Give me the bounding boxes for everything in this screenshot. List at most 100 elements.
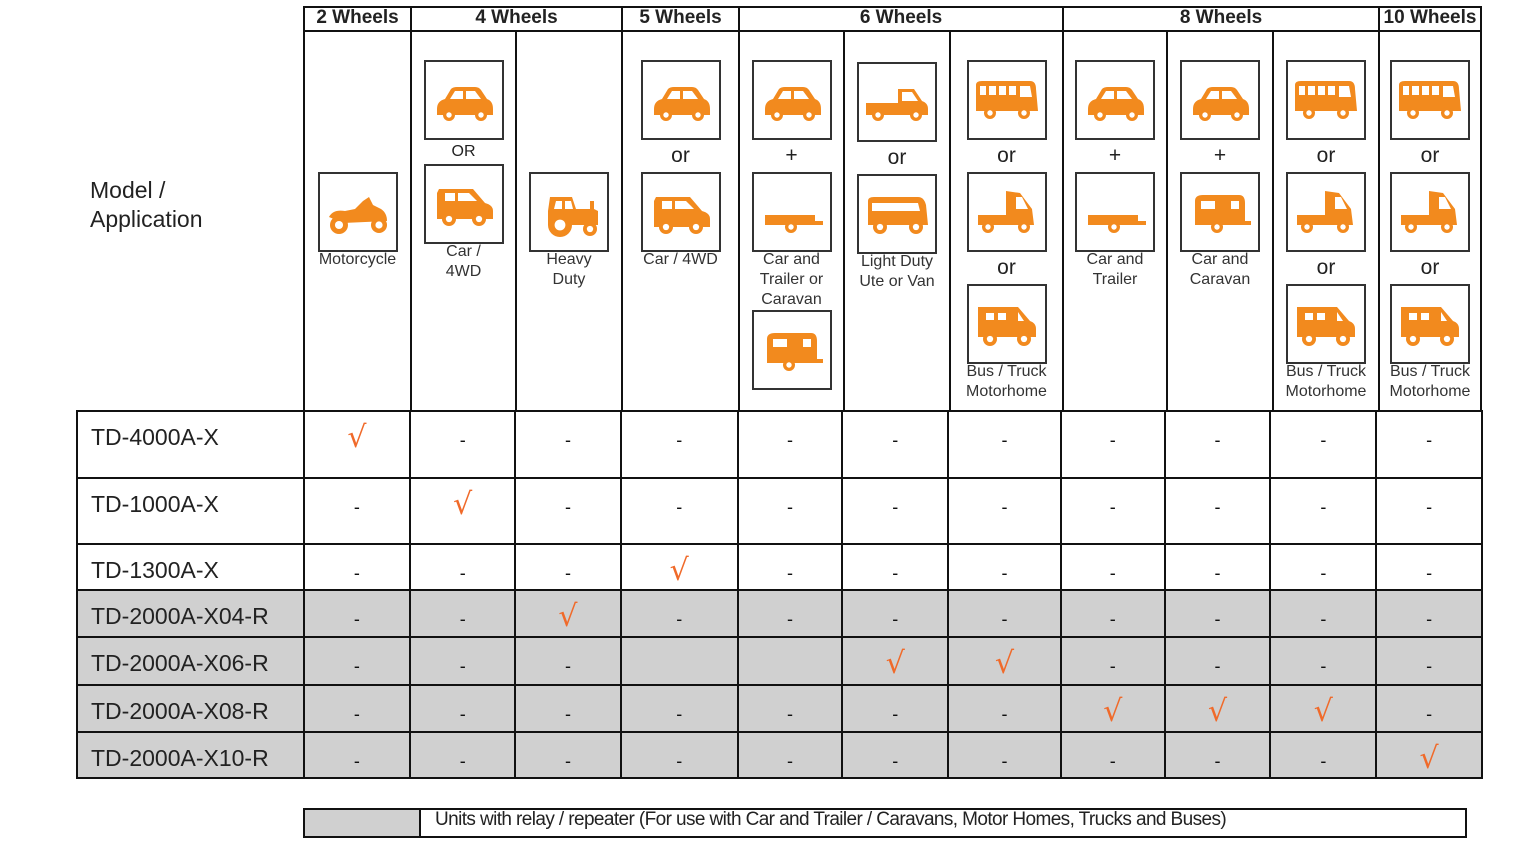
table-cell: - bbox=[1166, 545, 1272, 589]
bus-icon bbox=[1390, 60, 1470, 140]
table-cell: - bbox=[843, 591, 950, 636]
table-cell: - bbox=[411, 638, 517, 684]
separator-text: or bbox=[997, 256, 1016, 279]
table-cell: - bbox=[305, 686, 412, 731]
table-cell bbox=[739, 638, 844, 684]
group-header-2-wheels: 2 Wheels bbox=[303, 6, 410, 32]
table-cell: - bbox=[739, 591, 844, 636]
table-cell: - bbox=[305, 479, 412, 543]
application-column: + Car and Caravan bbox=[1166, 31, 1272, 411]
application-column: or or Bus / Truck Motorhome bbox=[949, 31, 1062, 411]
application-column: or Car / 4WD bbox=[621, 31, 738, 411]
table-cell: - bbox=[1426, 656, 1433, 676]
application-column: + Car and Trailer bbox=[1062, 31, 1166, 411]
check-mark: √ bbox=[622, 545, 739, 589]
trailer-icon bbox=[1075, 172, 1155, 252]
model-name: TD-2000A-X06-R bbox=[78, 638, 305, 684]
legend-text: Units with relay / repeater (For use wit… bbox=[435, 809, 1227, 830]
table-cell: - bbox=[949, 479, 1062, 543]
application-caption: Motorcycle bbox=[318, 251, 397, 268]
table-cell: - bbox=[739, 479, 844, 543]
application-column: or or Bus / Truck Motorhome bbox=[1272, 31, 1378, 411]
table-cell: - bbox=[516, 412, 622, 477]
table-cell bbox=[622, 638, 739, 684]
suv-icon bbox=[423, 164, 504, 244]
table-cell: - bbox=[1166, 638, 1272, 684]
table-cell: - bbox=[1062, 591, 1166, 636]
check-mark: √ bbox=[1062, 686, 1166, 731]
table-cell: - bbox=[1271, 733, 1378, 777]
group-header-10-wheels: 10 Wheels bbox=[1378, 6, 1482, 32]
application-column: Motorcycle bbox=[303, 31, 410, 411]
application-column: + Car and Trailer or Caravan bbox=[738, 31, 843, 411]
separator-text: + bbox=[785, 144, 798, 167]
table-cell: - bbox=[305, 733, 412, 777]
table-cell: - bbox=[1426, 609, 1433, 629]
separator-text: or bbox=[1420, 256, 1440, 279]
table-cell: - bbox=[411, 545, 517, 589]
motorcycle-icon bbox=[317, 172, 398, 252]
car-icon bbox=[423, 60, 504, 140]
application-caption: Heavy Duty bbox=[546, 251, 592, 288]
application-caption: Bus / Truck Motorhome bbox=[1389, 363, 1471, 400]
car-icon bbox=[640, 60, 721, 140]
table-row: TD-2000A-X06-R - - - √ √ - - - - bbox=[76, 636, 1483, 684]
separator-text: or bbox=[997, 144, 1016, 167]
table-cell: - bbox=[1271, 479, 1378, 543]
motorhome-icon bbox=[1390, 284, 1470, 364]
table-cell: - bbox=[1166, 733, 1272, 777]
table-cell: - bbox=[1062, 545, 1166, 589]
table-cell: - bbox=[949, 412, 1062, 477]
table-cell: - bbox=[411, 412, 517, 477]
check-mark: √ bbox=[1419, 741, 1439, 776]
caravan-icon bbox=[751, 310, 832, 390]
van-icon bbox=[857, 174, 937, 254]
application-column: Heavy Duty bbox=[515, 31, 621, 411]
table-cell: - bbox=[516, 686, 622, 731]
check-mark: √ bbox=[1166, 686, 1272, 731]
table-cell: - bbox=[1271, 545, 1378, 589]
bus-icon bbox=[966, 60, 1047, 140]
application-caption: Bus / Truck Motorhome bbox=[966, 363, 1047, 400]
table-cell: - bbox=[516, 545, 622, 589]
table-cell: - bbox=[843, 479, 950, 543]
table-cell: - bbox=[843, 686, 950, 731]
table-cell: - bbox=[1271, 638, 1378, 684]
table-cell: - bbox=[305, 638, 412, 684]
truck-icon bbox=[1390, 172, 1470, 252]
table-cell: - bbox=[1271, 412, 1378, 477]
separator-text: or bbox=[1316, 256, 1336, 279]
caravan-icon bbox=[1180, 172, 1260, 252]
trailer-icon bbox=[751, 172, 832, 252]
table-cell: - bbox=[622, 686, 739, 731]
table-cell: - bbox=[305, 545, 412, 589]
table-cell: - bbox=[739, 545, 844, 589]
table-row: TD-2000A-X10-R - - - - - - - - - - √ bbox=[76, 731, 1483, 779]
check-mark: √ bbox=[516, 591, 622, 636]
table-row: TD-2000A-X04-R - - √ - - - - - - - - bbox=[76, 589, 1483, 636]
table-cell: - bbox=[622, 591, 739, 636]
legend-swatch-shaded bbox=[305, 810, 421, 836]
truck-icon bbox=[1286, 172, 1366, 252]
group-header-6-wheels: 6 Wheels bbox=[738, 6, 1062, 32]
motorhome-icon bbox=[1286, 284, 1366, 364]
table-cell: - bbox=[1166, 479, 1272, 543]
table-cell: - bbox=[516, 638, 622, 684]
table-cell: - bbox=[1062, 638, 1166, 684]
application-caption: Light Duty Ute or Van bbox=[859, 253, 935, 290]
table-row: TD-4000A-X √ - - - - - - - - - - bbox=[76, 410, 1483, 477]
application-caption: Bus / Truck Motorhome bbox=[1285, 363, 1367, 400]
model-name: TD-2000A-X10-R bbox=[78, 733, 305, 777]
table-cell: - bbox=[949, 686, 1062, 731]
table-cell: - bbox=[411, 733, 517, 777]
separator-text: or bbox=[671, 144, 690, 167]
table-cell: - bbox=[739, 686, 844, 731]
model-name: TD-2000A-X04-R bbox=[78, 591, 305, 636]
table-cell: - bbox=[1426, 497, 1433, 517]
table-cell: - bbox=[949, 733, 1062, 777]
model-name: TD-1300A-X bbox=[78, 545, 305, 589]
bus-icon bbox=[1286, 60, 1366, 140]
table-cell: - bbox=[1166, 412, 1272, 477]
check-mark: √ bbox=[843, 638, 950, 684]
separator-text: + bbox=[1108, 144, 1122, 167]
